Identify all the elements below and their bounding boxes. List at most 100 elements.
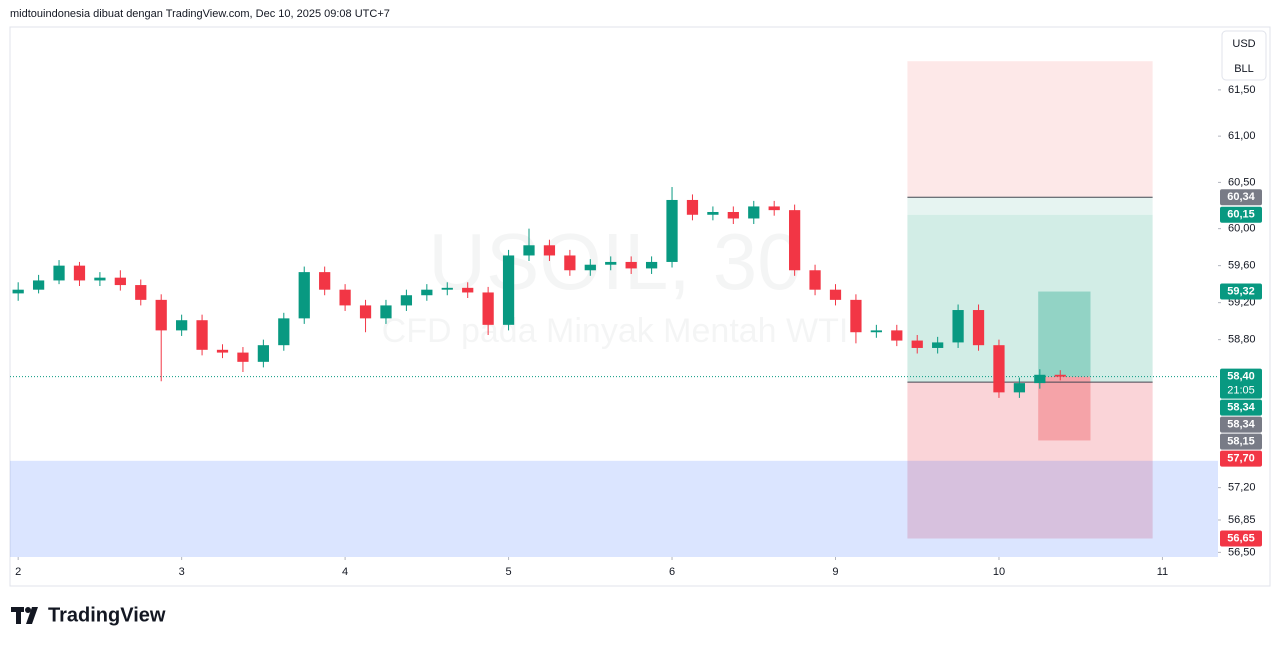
zone	[907, 61, 1153, 198]
x-tick-label: 6	[669, 566, 675, 578]
candle-body	[135, 285, 147, 300]
y-tick-label: 60,50	[1228, 176, 1256, 188]
candle-body	[94, 277, 106, 281]
candle-body	[257, 345, 269, 362]
candle-body	[1054, 374, 1066, 377]
candle-body	[12, 289, 24, 294]
countdown: 21:05	[1227, 385, 1255, 397]
zone	[907, 382, 1153, 539]
y-tick-label: 56,50	[1228, 546, 1256, 558]
currency[interactable]: USD	[1232, 38, 1255, 50]
x-tick-label: 2	[15, 566, 21, 578]
price-tag-label: 56,65	[1227, 532, 1255, 544]
candle-body	[768, 206, 780, 211]
y-tick-label: 61,00	[1228, 130, 1256, 142]
candle-body	[462, 287, 474, 293]
price-tag	[1220, 368, 1262, 399]
candle-body	[870, 330, 882, 333]
x-tick-label: 5	[506, 566, 512, 578]
candle-body	[625, 261, 637, 269]
candle-body	[829, 289, 842, 300]
price-tag	[1220, 399, 1262, 416]
price-tag-label: 58,34	[1227, 419, 1255, 431]
x-tick-label: 3	[179, 566, 185, 578]
candle-body	[707, 211, 719, 215]
candle-body	[114, 277, 126, 286]
plot: USOIL, 30 CFD pada Minyak Mentah WTI	[10, 61, 1218, 557]
price-tag	[1220, 206, 1262, 223]
candle-body	[196, 320, 208, 350]
y-tick-label: 59,20	[1228, 297, 1256, 309]
y-tick-label: 59,60	[1228, 260, 1256, 272]
candle-body	[850, 299, 862, 333]
candle-body	[502, 255, 515, 325]
price-tag-label: 57,70	[1227, 453, 1255, 465]
candle-body	[564, 255, 576, 271]
price-tag	[1220, 450, 1262, 467]
zone	[1038, 376, 1091, 441]
x-tick-label: 9	[832, 566, 838, 578]
chart-frame	[9, 26, 1271, 587]
candle-body	[1013, 383, 1026, 393]
candle-body	[584, 264, 596, 271]
candle-body	[421, 289, 433, 296]
candle-body	[748, 206, 760, 219]
candle-body	[686, 199, 699, 215]
candle-body	[727, 211, 739, 219]
candle-body	[400, 295, 413, 306]
footer-brand: TradingView	[48, 604, 166, 626]
price-tag	[1220, 416, 1262, 433]
watermark-symbol: USOIL, 30	[428, 217, 802, 306]
candle-body	[789, 210, 801, 271]
price-tag	[1220, 189, 1262, 206]
candle-body	[359, 305, 372, 319]
candle-body	[932, 342, 944, 348]
candle-body	[155, 299, 167, 331]
y-tick-label: 56,85	[1228, 514, 1256, 526]
price-tag-label: 58,15	[1227, 436, 1255, 448]
unit[interactable]: BLL	[1234, 63, 1254, 75]
candle-body	[176, 320, 188, 331]
candle-body	[543, 245, 556, 256]
candle-body	[952, 310, 964, 343]
watermark-name: CFD pada Minyak Mentah WTI	[382, 312, 849, 350]
zone	[10, 460, 1218, 557]
candle-body	[891, 330, 903, 341]
candle-body	[809, 270, 821, 290]
candle-body	[1034, 374, 1046, 384]
candle-body	[319, 272, 331, 290]
price-tag-label: 58,34	[1227, 402, 1255, 414]
candle-body	[645, 261, 658, 269]
candle-body	[278, 318, 290, 346]
candle-body	[73, 265, 86, 281]
candle-body	[482, 292, 494, 325]
price-tag-label: 60,15	[1227, 209, 1255, 221]
zone	[907, 197, 1153, 215]
zone	[1038, 291, 1091, 377]
candle-body	[32, 280, 45, 290]
candle-body	[441, 287, 453, 290]
candle-body	[53, 265, 65, 281]
candle-body	[911, 340, 923, 348]
header: midtouindonesia dibuat dengan TradingVie…	[10, 8, 390, 20]
candle-body	[216, 349, 229, 353]
candle-body	[523, 245, 535, 256]
x-tick-label: 10	[993, 566, 1005, 578]
unit-box[interactable]	[1221, 30, 1267, 81]
y-tick-label: 61,50	[1228, 84, 1256, 96]
candle-body	[380, 305, 392, 319]
candle-body	[993, 345, 1005, 393]
price-tag-label: 59,32	[1227, 285, 1255, 297]
candle-body	[666, 199, 678, 262]
price-tag-label: 60,34	[1227, 191, 1255, 203]
tv-logo	[11, 607, 38, 624]
price-tag	[1220, 283, 1262, 300]
price-tag	[1220, 530, 1262, 547]
y-tick-label: 60,00	[1228, 223, 1256, 235]
candle-body	[339, 289, 351, 306]
price-tag-label: 58,40	[1227, 371, 1255, 383]
y-tick-label: 57,20	[1228, 482, 1256, 494]
y-tick-label: 58,80	[1228, 334, 1256, 346]
candle-body	[298, 272, 310, 319]
